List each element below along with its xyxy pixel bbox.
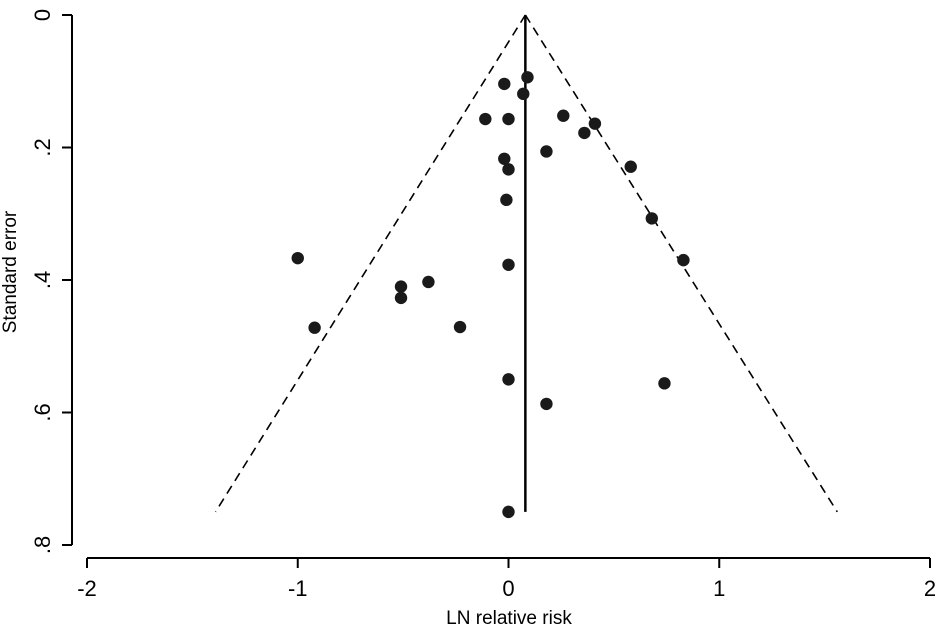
study-point xyxy=(578,126,591,140)
study-point xyxy=(502,112,515,126)
y-tick-label: .4 xyxy=(30,271,55,289)
x-tick-label: -1 xyxy=(288,576,308,601)
x-tick-label: -2 xyxy=(77,576,97,601)
study-point xyxy=(498,152,511,165)
y-ticks: 0 .2 .4 .6 .8 xyxy=(30,9,72,554)
x-tick-label: 0 xyxy=(502,576,514,601)
study-point xyxy=(540,145,553,158)
study-point xyxy=(502,258,515,271)
study-point xyxy=(498,77,511,91)
study-point xyxy=(645,212,659,225)
study-point xyxy=(308,321,321,334)
y-tick-label: .2 xyxy=(30,138,55,156)
study-point xyxy=(624,160,637,173)
study-point xyxy=(502,373,515,386)
data-points xyxy=(291,71,690,519)
study-point xyxy=(517,87,530,101)
y-tick-label: 0 xyxy=(30,9,55,21)
study-point xyxy=(453,320,467,334)
study-point xyxy=(291,251,304,265)
study-point xyxy=(394,291,408,305)
x-tick-label: 2 xyxy=(924,576,936,601)
study-point xyxy=(500,193,513,207)
study-point xyxy=(677,253,690,267)
study-point xyxy=(502,505,515,519)
study-point xyxy=(502,163,515,176)
study-point xyxy=(557,109,570,122)
study-point xyxy=(422,275,435,289)
study-point xyxy=(394,280,408,293)
x-axis-title: LN relative risk xyxy=(446,608,572,627)
study-point xyxy=(521,71,534,84)
study-point xyxy=(658,377,671,390)
axes: 0 .2 .4 .6 .8 -2 -1 0 1 2 xyxy=(30,9,936,601)
x-ticks: -2 -1 0 1 2 xyxy=(77,558,936,601)
study-point xyxy=(540,397,553,411)
y-axis-title: Standard error xyxy=(0,210,21,333)
study-point xyxy=(588,117,602,130)
x-tick-label: 1 xyxy=(713,576,725,601)
y-tick-label: .6 xyxy=(30,403,55,421)
study-point xyxy=(479,112,492,126)
funnel-left-limit xyxy=(214,14,527,513)
y-tick-label: .8 xyxy=(30,536,55,554)
